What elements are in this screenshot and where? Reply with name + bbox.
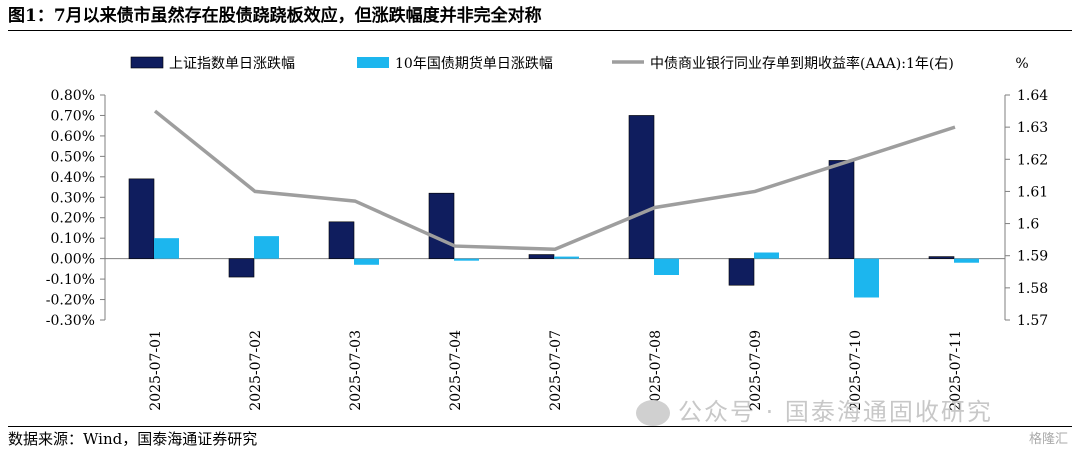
y-left-tick-label: -0.10% [46, 272, 95, 288]
x-tick-label: 2025-07-08 [648, 330, 664, 411]
y-left-tick-label: 0.50% [51, 149, 95, 165]
y-left-tick-label: 0.80% [51, 88, 95, 104]
x-tick-label: 2025-07-03 [348, 330, 364, 411]
y-right-tick-label: 1.59 [1017, 249, 1048, 265]
y-right-unit-label: % [1015, 56, 1028, 72]
y-left-tick-label: 0.10% [51, 231, 95, 247]
bar-sse-index [528, 254, 555, 259]
x-tick-label: 2025-07-02 [248, 330, 264, 411]
logo-mark: 格隆汇 [1028, 432, 1068, 447]
bar-sse-index [228, 258, 255, 278]
bar-bond-futures [754, 252, 779, 259]
legend-label: 中债商业银行同业存单到期收益率(AAA):1年(右) [650, 55, 954, 72]
axes: -0.30% -0.20% -0.10% 0.00% 0.10% 0.20% 0.30% 0.… [46, 56, 1048, 411]
bar-sse-index [828, 160, 855, 259]
y-left-tick-label: 0.60% [51, 129, 95, 145]
y-right-tick-label: 1.64 [1017, 88, 1048, 104]
y-left-tick-label: -0.20% [46, 293, 95, 309]
legend: 上证指数单日涨跌幅 10年国债期货单日涨跌幅 中债商业银行同业存单到期收益率(AAA… [130, 55, 954, 72]
y-left-tick-label: 0.20% [51, 211, 95, 227]
bar-bond-futures [154, 238, 179, 259]
legend-label: 上证指数单日涨跌幅 [169, 56, 295, 72]
x-tick-label: 2025-07-01 [148, 330, 164, 411]
legend-label: 10年国债期货单日涨跌幅 [395, 55, 553, 72]
line-series [153, 109, 956, 252]
source-note: 数据来源：Wind，国泰海通证券研究 [8, 426, 1072, 451]
y-right-tick-label: 1.63 [1017, 120, 1048, 136]
bar-bond-futures [254, 236, 279, 259]
y-left-tick-label: 0.00% [51, 252, 95, 268]
wechat-icon [636, 400, 670, 426]
line-ncd-yield [153, 109, 956, 252]
bar-bond-futures [854, 258, 879, 298]
legend-swatch [130, 56, 164, 69]
bar-bond-futures [354, 258, 379, 265]
y-right-tick-label: 1.62 [1017, 152, 1048, 168]
chart: 上证指数单日涨跌幅 10年国债期货单日涨跌幅 中债商业银行同业存单到期收益率(AAA… [46, 55, 1048, 411]
y-right-tick-label: 1.6 [1017, 217, 1039, 233]
y-left-tick-label: 0.30% [51, 190, 95, 206]
bar-bond-futures [554, 256, 579, 259]
y-left-tick-label: -0.30% [46, 313, 95, 329]
bar-sse-index [428, 192, 455, 259]
bar-sse-index [328, 221, 355, 259]
bars [128, 115, 979, 298]
y-left-tick-label: 0.40% [51, 170, 95, 186]
bar-bond-futures [954, 258, 979, 263]
y-left-tick-label: 0.70% [51, 108, 95, 124]
legend-swatch [357, 57, 389, 68]
bar-sse-index [128, 178, 155, 259]
x-tick-label: 2025-07-09 [748, 330, 764, 411]
x-tick-label: 2025-07-10 [848, 330, 864, 411]
bar-sse-index [928, 256, 955, 259]
y-right-tick-label: 1.61 [1017, 184, 1048, 200]
bar-sse-index [728, 258, 755, 286]
y-right-tick-label: 1.58 [1017, 281, 1048, 297]
watermark-text: 公众号 · 国泰海通固收研究 [678, 398, 993, 426]
watermark: 公众号 · 国泰海通固收研究 [636, 392, 993, 427]
x-tick-label: 2025-07-07 [548, 330, 564, 411]
figure-title: 图1：7月以来债市虽然存在股债跷跷板效应，但涨跌幅度并非完全对称 [8, 2, 1072, 31]
bar-sse-index [628, 115, 655, 259]
bar-bond-futures [654, 258, 679, 275]
bar-bond-futures [454, 258, 479, 261]
x-tick-label: 2025-07-11 [948, 330, 964, 411]
y-right-tick-label: 1.57 [1017, 313, 1048, 329]
x-tick-label: 2025-07-04 [448, 330, 464, 411]
